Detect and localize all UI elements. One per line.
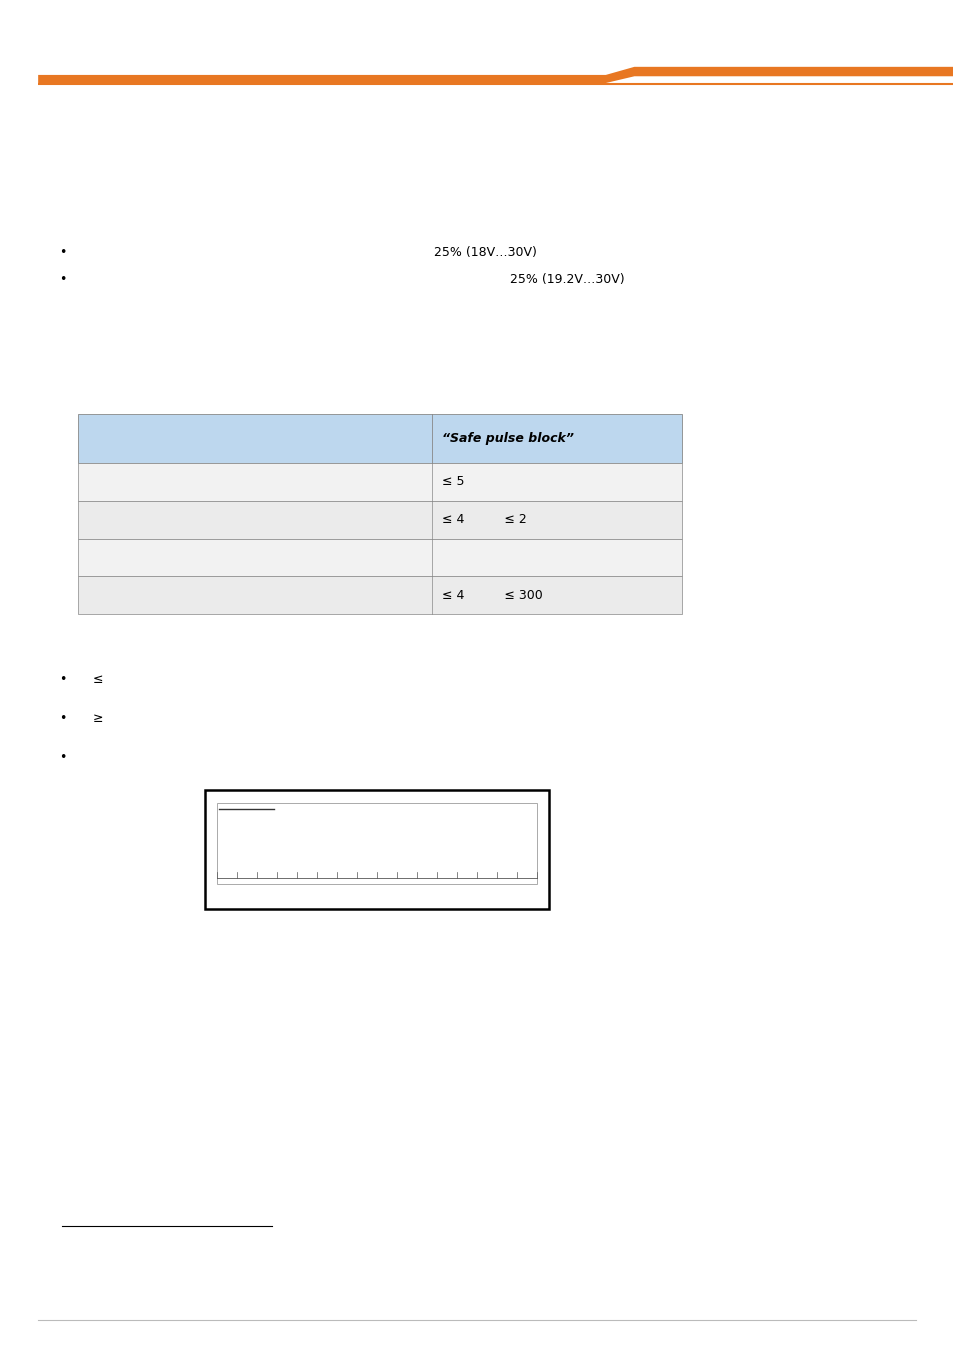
Text: ≤ 4          ≤ 300: ≤ 4 ≤ 300 xyxy=(441,589,542,602)
Text: ≤ 4          ≤ 2: ≤ 4 ≤ 2 xyxy=(441,513,526,526)
Text: •: • xyxy=(59,246,67,259)
Bar xyxy=(205,790,548,909)
Text: •: • xyxy=(59,711,67,725)
Text: 25% (19.2V…30V): 25% (19.2V…30V) xyxy=(510,273,624,286)
Bar xyxy=(78,501,681,539)
Bar xyxy=(78,576,681,614)
Bar xyxy=(216,803,537,884)
Text: ≤ 5: ≤ 5 xyxy=(441,475,464,489)
Polygon shape xyxy=(38,68,953,84)
Text: •: • xyxy=(59,751,67,764)
Bar xyxy=(78,463,681,501)
Text: •: • xyxy=(59,672,67,686)
Text: “Safe pulse block”: “Safe pulse block” xyxy=(441,432,573,446)
Text: ≥: ≥ xyxy=(92,711,103,725)
Bar xyxy=(78,539,681,576)
Bar xyxy=(78,414,681,463)
Text: 25% (18V…30V): 25% (18V…30V) xyxy=(434,246,537,259)
Text: ≤: ≤ xyxy=(92,672,103,686)
Text: •: • xyxy=(59,273,67,286)
